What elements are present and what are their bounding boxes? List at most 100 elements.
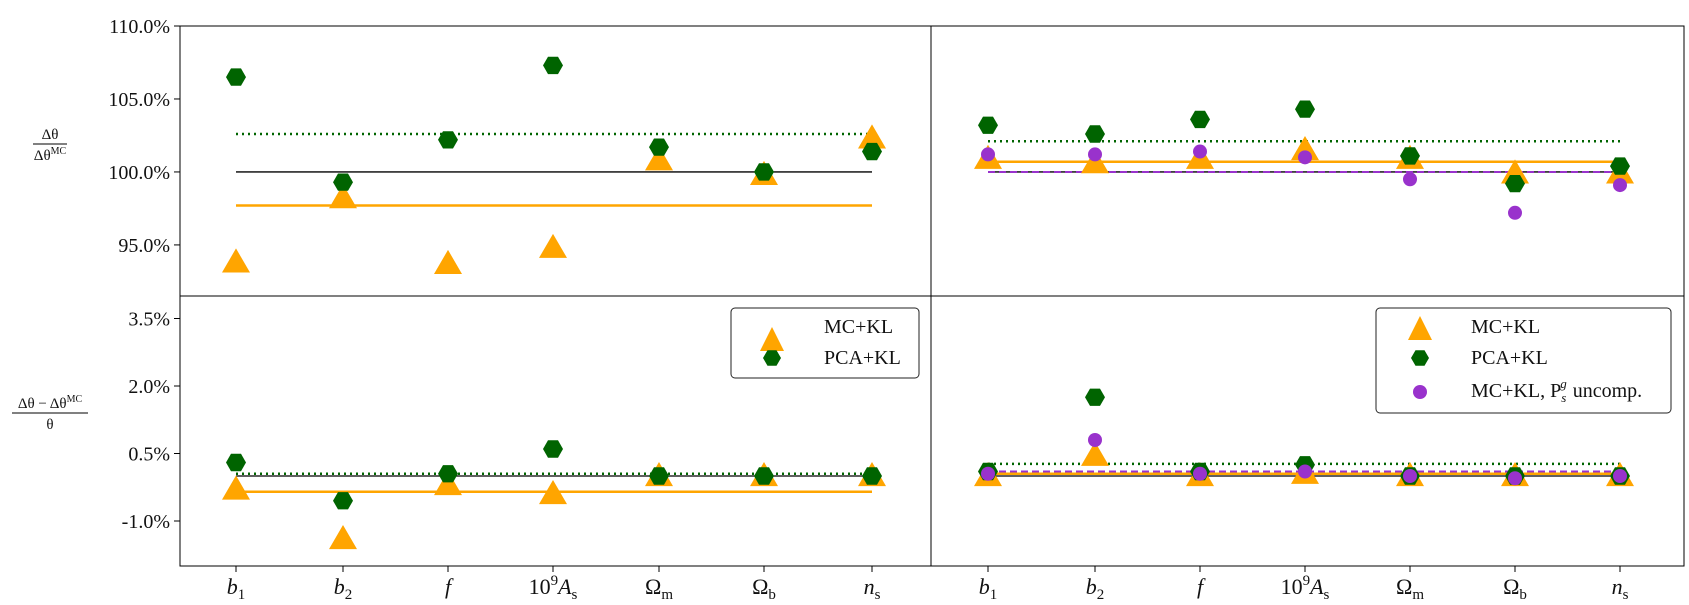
point-pca-kl bbox=[754, 163, 774, 181]
xtick-label: b2 bbox=[334, 574, 353, 603]
xtick-label: ns bbox=[864, 574, 881, 603]
legend-right-label-unc-a: MC+KL, P bbox=[1471, 380, 1561, 402]
xtick-label: Ωb bbox=[1503, 574, 1527, 603]
legend-right-circle-icon bbox=[1413, 385, 1427, 399]
point-mc-kl bbox=[1081, 441, 1109, 466]
point-pca-kl bbox=[438, 131, 458, 149]
legend-left: MC+KL PCA+KL bbox=[730, 307, 920, 379]
point-pca-kl bbox=[1400, 147, 1420, 165]
point-pca-kl bbox=[1295, 100, 1315, 118]
legend-right-triangle-icon bbox=[1408, 316, 1432, 340]
point-pca-kl bbox=[1085, 388, 1105, 406]
legend-right-sym-sub: s bbox=[1561, 390, 1566, 405]
point-pca-kl bbox=[1085, 125, 1105, 143]
point-pca-kl bbox=[862, 142, 882, 161]
ytick-label: 95.0% bbox=[118, 235, 170, 257]
row-label-bottom-num-sup: MC bbox=[67, 394, 83, 405]
point-mc-kl-uncomp bbox=[1193, 466, 1207, 481]
panel-frames bbox=[179, 25, 1685, 567]
point-mc-kl-uncomp bbox=[1403, 469, 1417, 483]
legend-left-label-mc: MC+KL bbox=[824, 316, 893, 338]
row-label-top-den: Δθ bbox=[34, 148, 51, 164]
point-pca-kl bbox=[226, 68, 246, 86]
legend-right-hexagon-icon bbox=[1411, 350, 1429, 366]
legend-right-label-unc-b: uncomp. bbox=[1573, 380, 1642, 402]
xtick-label: f bbox=[445, 574, 454, 599]
point-pca-kl bbox=[543, 440, 563, 458]
legend-left-triangle-icon bbox=[760, 327, 784, 351]
row-label-top-den-sup: MC bbox=[51, 146, 67, 157]
point-pca-kl bbox=[438, 465, 458, 483]
frame-bottom-right bbox=[930, 295, 1685, 567]
point-mc-kl bbox=[222, 248, 250, 273]
legend-right-label-unc: MC+KL, Psg uncomp. bbox=[1471, 376, 1642, 405]
ytick-label: -1.0% bbox=[122, 511, 170, 533]
xtick-label: Ωm bbox=[645, 574, 673, 603]
ytick-label: 2.0% bbox=[128, 376, 170, 398]
point-mc-kl bbox=[222, 475, 250, 500]
point-mc-kl-uncomp bbox=[981, 147, 995, 162]
legend-right-sym-sup: g bbox=[1560, 376, 1567, 391]
ytick-label: 0.5% bbox=[128, 444, 170, 466]
xtick-label: 109As bbox=[1281, 573, 1330, 603]
legend-right: MC+KL PCA+KL MC+KL, Psg uncomp. bbox=[1375, 307, 1672, 414]
point-mc-kl bbox=[329, 525, 357, 550]
point-mc-kl bbox=[539, 480, 567, 505]
point-mc-kl-uncomp bbox=[1088, 433, 1102, 447]
point-pca-kl bbox=[226, 453, 246, 472]
ytick-label: 110.0% bbox=[109, 16, 170, 38]
row-label-bottom-den: θ bbox=[46, 417, 53, 433]
point-mc-kl-uncomp bbox=[1613, 469, 1627, 483]
legend-left-hexagon-icon bbox=[763, 350, 781, 366]
point-pca-kl bbox=[978, 116, 998, 134]
y-ticks: 95.0% 100.0% 105.0% 110.0% -1.0% 0.5% 2.0% 3.5% bbox=[108, 16, 180, 533]
point-pca-kl bbox=[543, 56, 563, 75]
point-mc-kl-uncomp bbox=[1298, 464, 1312, 479]
point-mc-kl bbox=[539, 233, 567, 258]
xtick-label: 109As bbox=[529, 573, 578, 603]
xtick-label: b1 bbox=[979, 574, 998, 603]
xtick-label: Ωm bbox=[1396, 574, 1424, 603]
point-mc-kl-uncomp bbox=[1508, 471, 1522, 486]
xtick-label: b1 bbox=[227, 574, 246, 603]
ytick-label: 105.0% bbox=[108, 89, 170, 111]
legend-right-label-mc: MC+KL bbox=[1471, 316, 1540, 338]
point-pca-kl bbox=[649, 138, 669, 156]
point-mc-kl-uncomp bbox=[981, 466, 995, 481]
svg-text:ΔθMC: ΔθMC bbox=[34, 146, 67, 164]
point-mc-kl-uncomp bbox=[1088, 147, 1102, 162]
xtick-label: f bbox=[1197, 574, 1206, 599]
svg-text:θ: θ bbox=[46, 417, 53, 433]
svg-text:Δθ: Δθ bbox=[42, 127, 59, 143]
point-mc-kl bbox=[645, 146, 673, 171]
point-mc-kl-uncomp bbox=[1193, 144, 1207, 159]
point-pca-kl bbox=[649, 467, 669, 485]
xtick-label: ns bbox=[1612, 574, 1629, 603]
legend-right-label-pca: PCA+KL bbox=[1471, 347, 1548, 369]
row-label-top-num: Δθ bbox=[42, 127, 59, 143]
ytick-label: 100.0% bbox=[108, 162, 170, 184]
point-mc-kl-uncomp bbox=[1298, 150, 1312, 165]
point-mc-kl-uncomp bbox=[1508, 205, 1522, 220]
point-mc-kl bbox=[434, 471, 462, 496]
point-mc-kl bbox=[858, 124, 886, 149]
row-label-bottom: Δθ − ΔθMC θ bbox=[12, 394, 88, 433]
data-markers bbox=[222, 56, 1634, 550]
point-pca-kl bbox=[333, 492, 353, 510]
point-pca-kl bbox=[333, 173, 353, 191]
legend-right-box bbox=[1375, 307, 1672, 414]
point-mc-kl-uncomp bbox=[1403, 172, 1417, 187]
point-mc-kl bbox=[329, 184, 357, 209]
point-mc-kl-uncomp bbox=[1613, 178, 1627, 193]
point-pca-kl bbox=[1505, 175, 1525, 193]
point-pca-kl bbox=[1610, 157, 1630, 175]
point-mc-kl bbox=[434, 249, 462, 274]
legend-left-label-pca: PCA+KL bbox=[824, 347, 901, 369]
row-label-top: Δθ ΔθMC bbox=[33, 127, 67, 164]
point-pca-kl bbox=[1190, 110, 1210, 129]
point-pca-kl bbox=[862, 467, 882, 485]
point-pca-kl bbox=[754, 467, 774, 485]
x-ticks: b1 b2 f 109As Ωm Ωb ns b1 b2 f 109As Ωm Ωb ns bbox=[227, 566, 1629, 603]
xtick-label: Ωb bbox=[752, 574, 776, 603]
